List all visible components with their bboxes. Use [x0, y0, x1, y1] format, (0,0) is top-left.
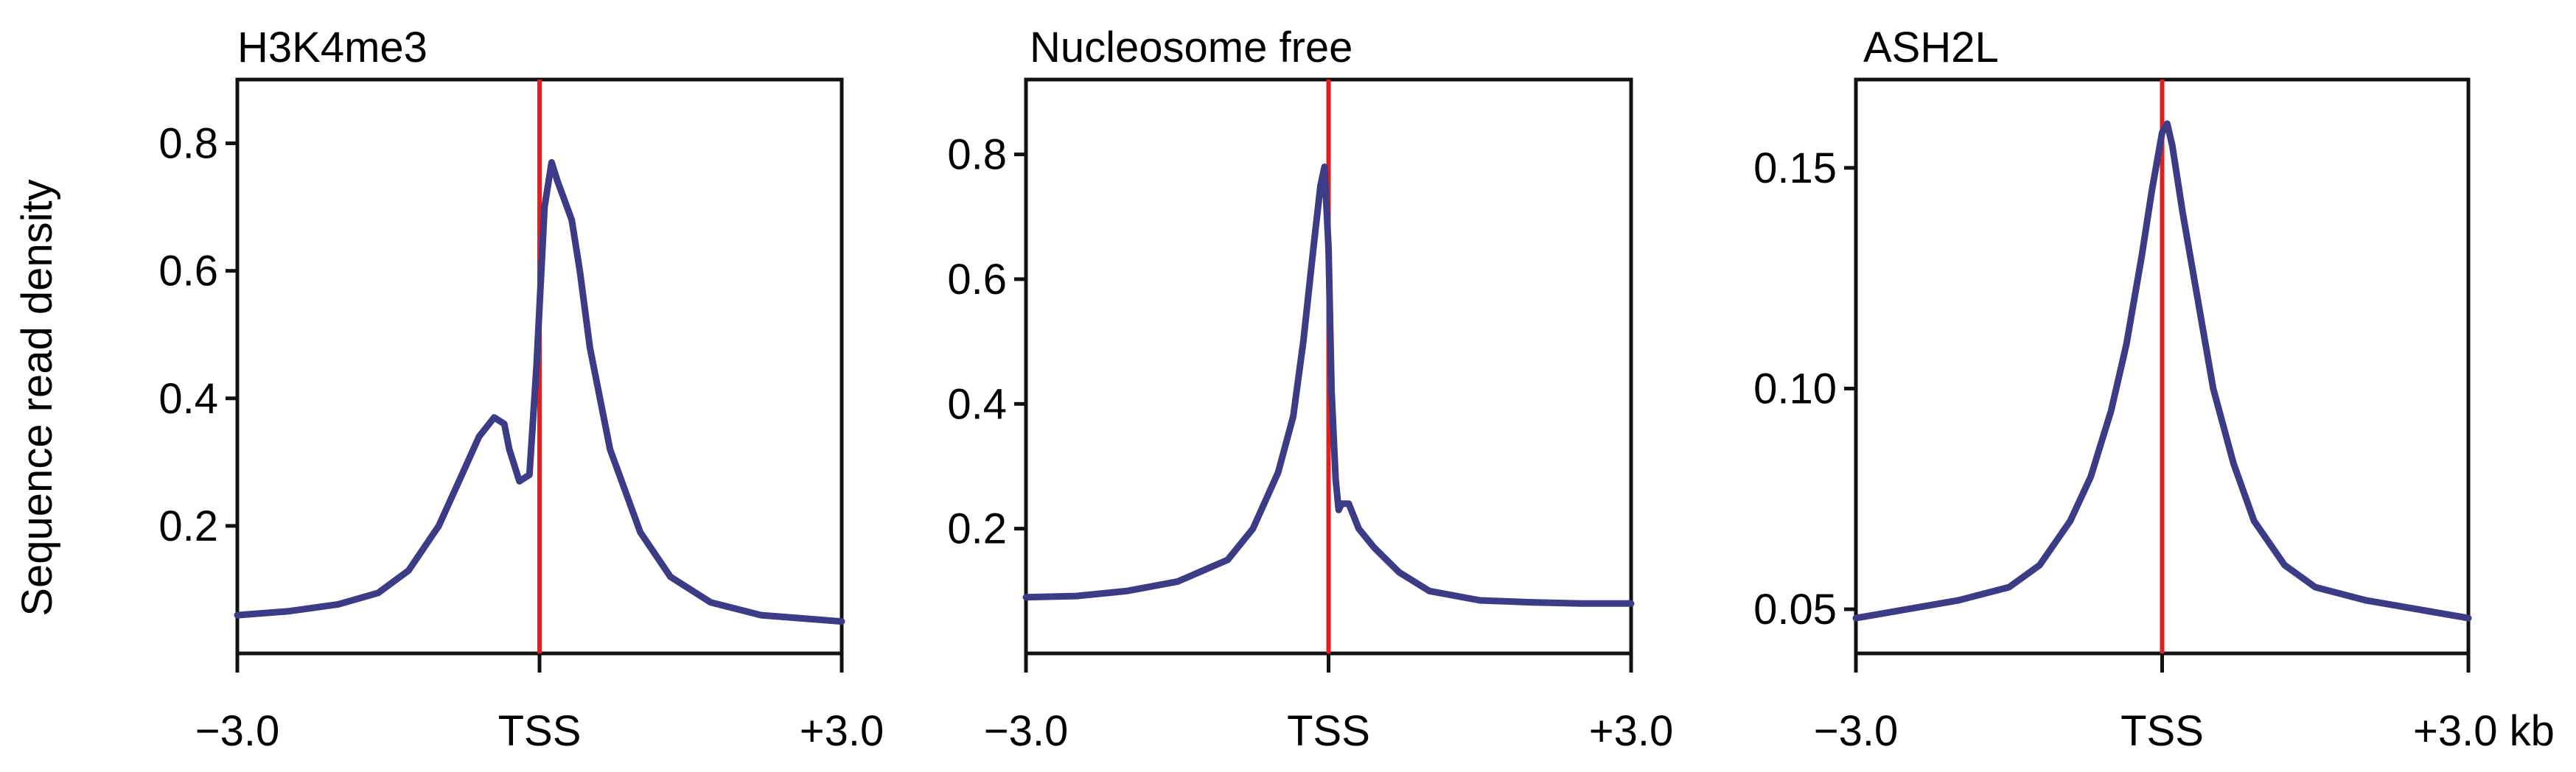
- x-tick-label: +3.0 kb: [2413, 707, 2555, 755]
- x-tick-label: +3.0: [1589, 707, 1674, 755]
- x-tick-label: −3.0: [984, 707, 1069, 755]
- series-line: [1852, 120, 2472, 622]
- y-tick-label: 0.2: [158, 502, 218, 550]
- chart-panel-3: ASH2L 0.05 0.10 0.15 −3.0 TSS +3.0 kb: [1753, 24, 2555, 755]
- y-tick-label: 0.10: [1753, 365, 1837, 413]
- y-tick-label: 0.4: [947, 380, 1007, 428]
- y-axis-label: Sequence read density: [13, 179, 61, 616]
- y-tick-label: 0.05: [1753, 586, 1837, 634]
- series-line: [1022, 164, 1635, 607]
- x-tick-label: −3.0: [1814, 707, 1899, 755]
- y-tick-label: 0.8: [158, 120, 218, 168]
- x-tick-label: TSS: [2121, 707, 2204, 755]
- y-tick-label: 0.4: [158, 375, 218, 423]
- y-tick-label: 0.2: [947, 505, 1007, 553]
- series-line: [234, 159, 845, 625]
- y-tick-label: 0.6: [947, 256, 1007, 303]
- chart-panel-2: Nucleosome free 0.2 0.4 0.6 0.8 −3.0 TSS +3.0: [947, 24, 1673, 755]
- chart-title: Nucleosome free: [1030, 24, 1352, 71]
- y-tick-label: 0.8: [947, 131, 1007, 179]
- chart-title: ASH2L: [1863, 24, 1999, 71]
- chart-panel-1: H3K4me3 0.2 0.4 0.6 0.8 −3.0 TSS +3.0: [158, 24, 884, 755]
- chart-title: H3K4me3: [237, 24, 427, 71]
- x-tick-label: −3.0: [195, 707, 280, 755]
- x-tick-label: TSS: [498, 707, 582, 755]
- x-tick-label: +3.0: [800, 707, 884, 755]
- y-tick-label: 0.6: [158, 248, 218, 295]
- x-tick-label: TSS: [1287, 707, 1370, 755]
- y-tick-label: 0.15: [1753, 144, 1837, 192]
